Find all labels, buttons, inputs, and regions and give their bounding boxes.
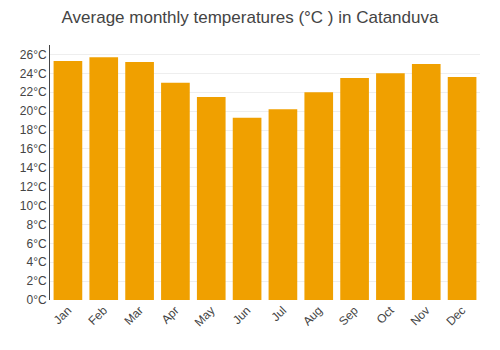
svg-text:6°C: 6°C: [26, 237, 46, 251]
svg-text:12°C: 12°C: [20, 180, 47, 194]
svg-text:Oct: Oct: [374, 303, 398, 327]
svg-text:20°C: 20°C: [20, 104, 47, 118]
svg-text:May: May: [192, 303, 218, 329]
svg-text:16°C: 16°C: [20, 142, 47, 156]
svg-text:Mar: Mar: [121, 303, 146, 328]
svg-text:Apr: Apr: [159, 303, 182, 326]
svg-text:24°C: 24°C: [20, 67, 47, 81]
svg-text:14°C: 14°C: [20, 161, 47, 175]
svg-text:Feb: Feb: [86, 303, 111, 328]
svg-text:18°C: 18°C: [20, 123, 47, 137]
svg-text:10°C: 10°C: [20, 199, 47, 213]
svg-text:26°C: 26°C: [20, 48, 47, 62]
svg-text:Dec: Dec: [443, 303, 468, 328]
svg-text:Sep: Sep: [336, 303, 361, 328]
svg-text:Jun: Jun: [230, 303, 254, 327]
svg-text:Nov: Nov: [408, 303, 433, 328]
svg-text:4°C: 4°C: [26, 255, 46, 269]
svg-text:Jan: Jan: [51, 303, 75, 327]
svg-text:Average monthly temperatures (: Average monthly temperatures (°C ) in Ca…: [62, 8, 439, 27]
svg-text:0°C: 0°C: [26, 293, 46, 307]
svg-text:Aug: Aug: [300, 303, 325, 328]
svg-text:22°C: 22°C: [20, 85, 47, 99]
svg-text:8°C: 8°C: [26, 218, 46, 232]
svg-text:2°C: 2°C: [26, 274, 46, 288]
svg-text:Jul: Jul: [269, 303, 290, 324]
